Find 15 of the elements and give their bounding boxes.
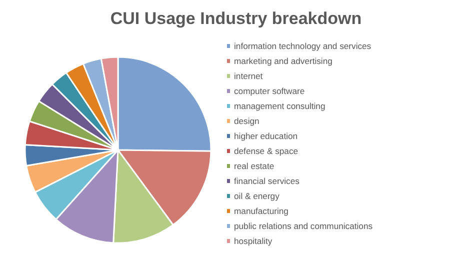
legend-label: information technology and services xyxy=(234,40,372,50)
legend-label: higher education xyxy=(234,130,298,140)
legend-label: internet xyxy=(234,70,263,80)
legend-label: design xyxy=(234,116,260,126)
legend-label: hospitality xyxy=(234,236,272,246)
legend-label: computer software xyxy=(234,86,305,96)
legend-label: manufacturing xyxy=(234,206,288,216)
legend-label: defense & space xyxy=(234,146,298,156)
legend-label: marketing and advertising xyxy=(234,56,332,66)
chart-title: CUI Usage Industry breakdown xyxy=(110,9,362,28)
legend-label: management consulting xyxy=(234,100,326,110)
legend-label: public relations and communications xyxy=(234,220,373,230)
legend-label: oil & energy xyxy=(234,190,280,200)
legend-label: financial services xyxy=(234,176,300,186)
legend-label: real estate xyxy=(234,160,274,170)
